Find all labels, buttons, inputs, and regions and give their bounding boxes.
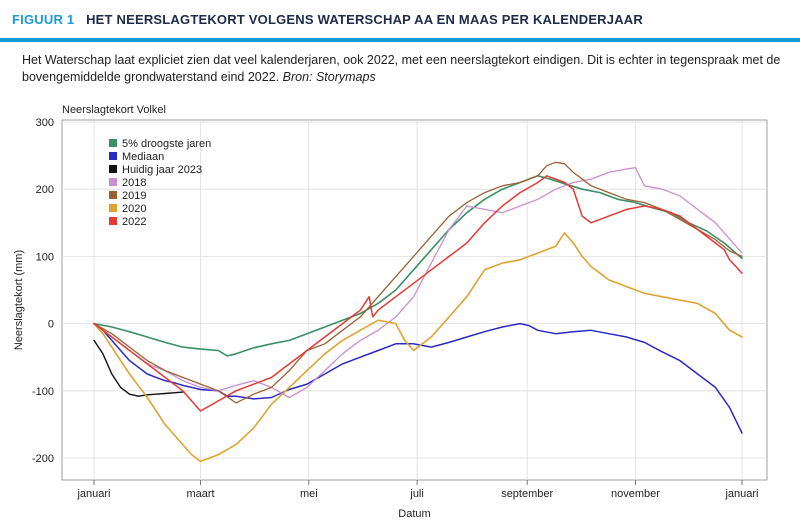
legend-label-3: 2018 [122, 177, 146, 189]
figure-label: FIGUUR 1 [12, 12, 75, 27]
y-tick-label: 200 [36, 184, 54, 196]
legend-label-2: Huidig jaar 2023 [122, 164, 202, 176]
y-tick-label: 300 [36, 117, 54, 129]
series-line-5 [93, 232, 743, 463]
legend-label-1: Mediaan [122, 151, 164, 163]
x-tick-label: september [501, 488, 553, 500]
x-tick-label: mei [300, 488, 318, 500]
plot-frame [61, 119, 768, 481]
x-tick-label: juli [409, 488, 423, 500]
legend-swatch-5 [109, 204, 117, 212]
legend-label-4: 2019 [122, 190, 146, 202]
legend-label-6: 2022 [122, 216, 146, 228]
figure-caption: Het Waterschap laat expliciet zien dat v… [22, 52, 792, 86]
series-line-2 [93, 339, 184, 397]
series-line-1 [93, 322, 743, 434]
series-line-4 [93, 161, 743, 404]
x-tick-label: januari [724, 488, 758, 500]
y-axis-label: Neerslagtekort (mm) [13, 250, 25, 350]
legend-swatch-4 [109, 191, 117, 199]
legend-swatch-1 [109, 152, 117, 160]
x-axis-label: Datum [398, 508, 430, 520]
legend-swatch-2 [109, 165, 117, 173]
header-divider [0, 38, 800, 42]
legend-swatch-0 [109, 139, 117, 147]
series-line-0 [93, 175, 743, 357]
caption-source: Bron: Storymaps [282, 70, 376, 84]
x-tick-label: maart [186, 488, 214, 500]
series-line-3 [93, 167, 743, 399]
caption-text: Het Waterschap laat expliciet zien dat v… [22, 53, 781, 84]
y-tick-label: 100 [36, 251, 54, 263]
legend-swatch-3 [109, 178, 117, 186]
series-line-6 [93, 175, 743, 412]
figure-header: FIGUUR 1 HET NEERSLAGTEKORT VOLGENS WATE… [12, 12, 643, 27]
x-tick-label: november [611, 488, 660, 500]
chart-title: Neerslagtekort Volkel [62, 104, 166, 116]
x-tick-label: januari [76, 488, 110, 500]
y-tick-label: -200 [32, 453, 54, 465]
y-tick-label: -100 [32, 386, 54, 398]
legend-swatch-6 [109, 217, 117, 225]
y-tick-label: 0 [48, 319, 54, 331]
legend-label-5: 2020 [122, 203, 146, 215]
legend-label-0: 5% droogste jaren [122, 138, 211, 150]
figure-title: HET NEERSLAGTEKORT VOLGENS WATERSCHAP AA… [86, 12, 643, 27]
